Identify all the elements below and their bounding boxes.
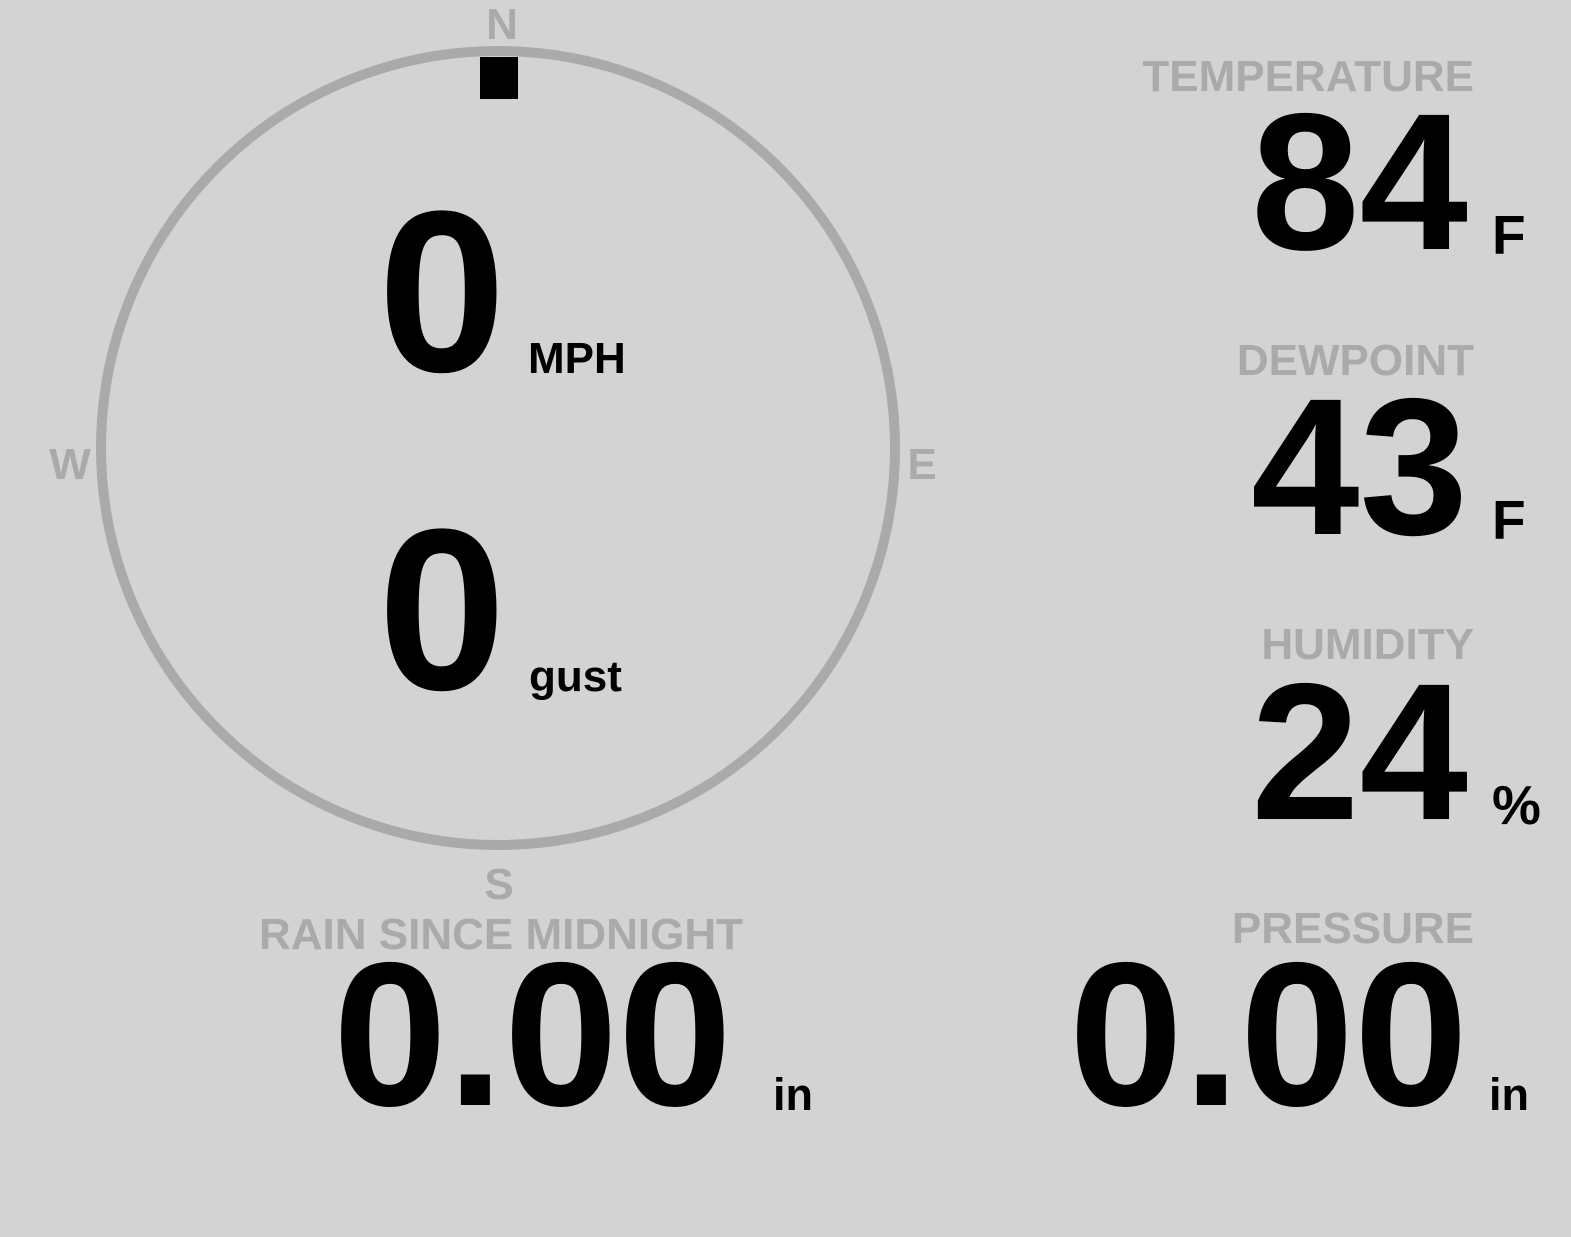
- dewpoint-unit: F: [1492, 489, 1526, 551]
- pressure-unit: in: [1489, 1069, 1529, 1120]
- rain-label: RAIN SINCE MIDNIGHT: [259, 910, 743, 959]
- humidity-unit: %: [1492, 774, 1541, 836]
- dewpoint-value: 43: [1251, 358, 1468, 576]
- wind-direction-pointer: [480, 57, 518, 99]
- wind-gust-value: 0: [378, 481, 506, 738]
- humidity-value: 24: [1251, 643, 1468, 861]
- temperature-label: TEMPERATURE: [1142, 52, 1474, 101]
- wind-speed-value: 0: [378, 163, 506, 420]
- humidity-label: HUMIDITY: [1261, 620, 1474, 669]
- compass-east-label: E: [907, 440, 937, 489]
- temperature-value: 84: [1251, 73, 1468, 291]
- wind-speed-unit: MPH: [528, 334, 626, 383]
- rain-unit: in: [773, 1069, 813, 1120]
- compass-west-label: W: [49, 440, 91, 489]
- compass-north-label: N: [486, 0, 518, 49]
- compass-south-label: S: [484, 860, 514, 909]
- pressure-value: 0.00: [1069, 920, 1468, 1149]
- rain-value: 0.00: [333, 920, 732, 1149]
- compass-ring: [96, 46, 900, 850]
- pressure-label: PRESSURE: [1231, 904, 1474, 953]
- wind-gust-label: gust: [529, 652, 622, 701]
- temperature-unit: F: [1492, 204, 1526, 266]
- dewpoint-label: DEWPOINT: [1236, 336, 1474, 385]
